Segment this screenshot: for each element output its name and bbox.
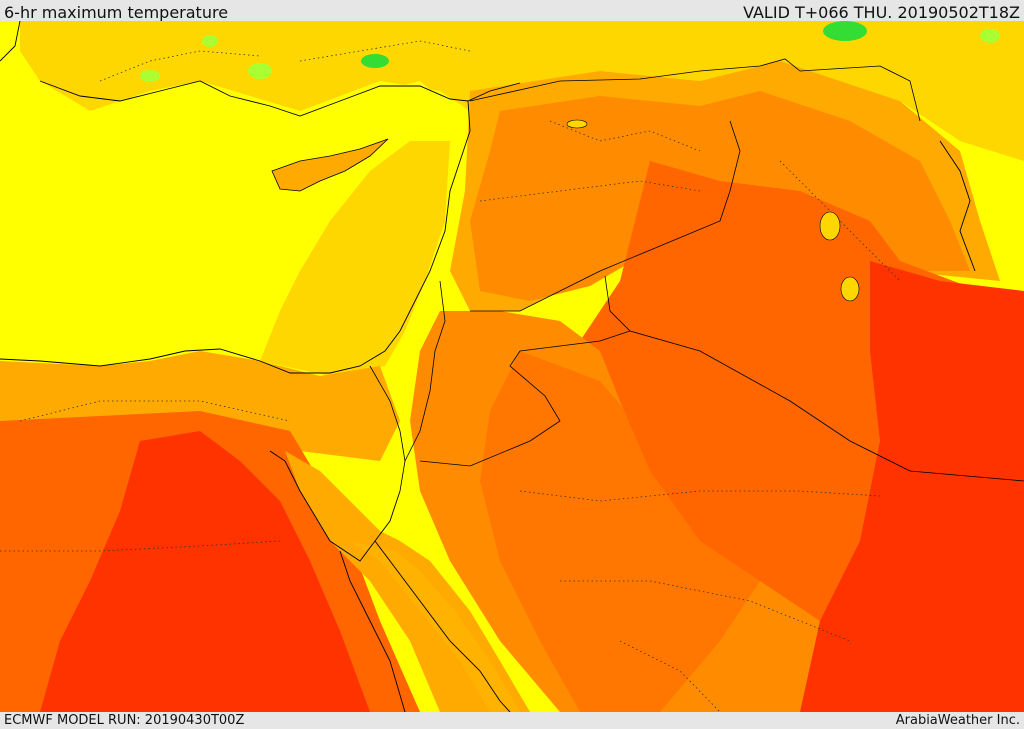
zone-med-gold	[260, 141, 450, 376]
admin-boundaries	[0, 40, 901, 712]
green-patch	[140, 70, 160, 82]
credit-label: ArabiaWeather Inc.	[895, 713, 1020, 728]
country-borders	[369, 58, 1024, 492]
zone-arabia-red	[480, 351, 760, 712]
zone-egypt-red	[40, 431, 370, 712]
zone-north-gold	[20, 21, 1024, 161]
green-patch	[980, 29, 1000, 43]
green-patch	[823, 21, 867, 41]
cyprus	[271, 138, 389, 192]
lake-assad	[566, 119, 588, 129]
green-patch	[361, 54, 389, 68]
lake-tharthar	[819, 211, 841, 241]
green-patch	[248, 63, 272, 79]
header-bar: 6-hr maximum temperature VALID T+066 THU…	[0, 0, 1024, 21]
valid-time: VALID T+066 THU. 20190502T18Z	[743, 3, 1020, 22]
red-sea-inner	[350, 541, 520, 712]
zone-southeast-red	[760, 261, 1024, 712]
coastlines	[0, 21, 976, 712]
map-title: 6-hr maximum temperature	[4, 3, 229, 22]
green-patch	[202, 35, 218, 47]
temperature-map-svg	[0, 21, 1024, 712]
footer-bar: ECMWF MODEL RUN: 20190430T00Z ArabiaWeat…	[0, 712, 1024, 729]
model-run: ECMWF MODEL RUN: 20190430T00Z	[4, 713, 245, 728]
zone-egypt-orange	[0, 351, 400, 461]
lake-razzaza	[840, 276, 860, 302]
temperature-map	[0, 21, 1024, 712]
